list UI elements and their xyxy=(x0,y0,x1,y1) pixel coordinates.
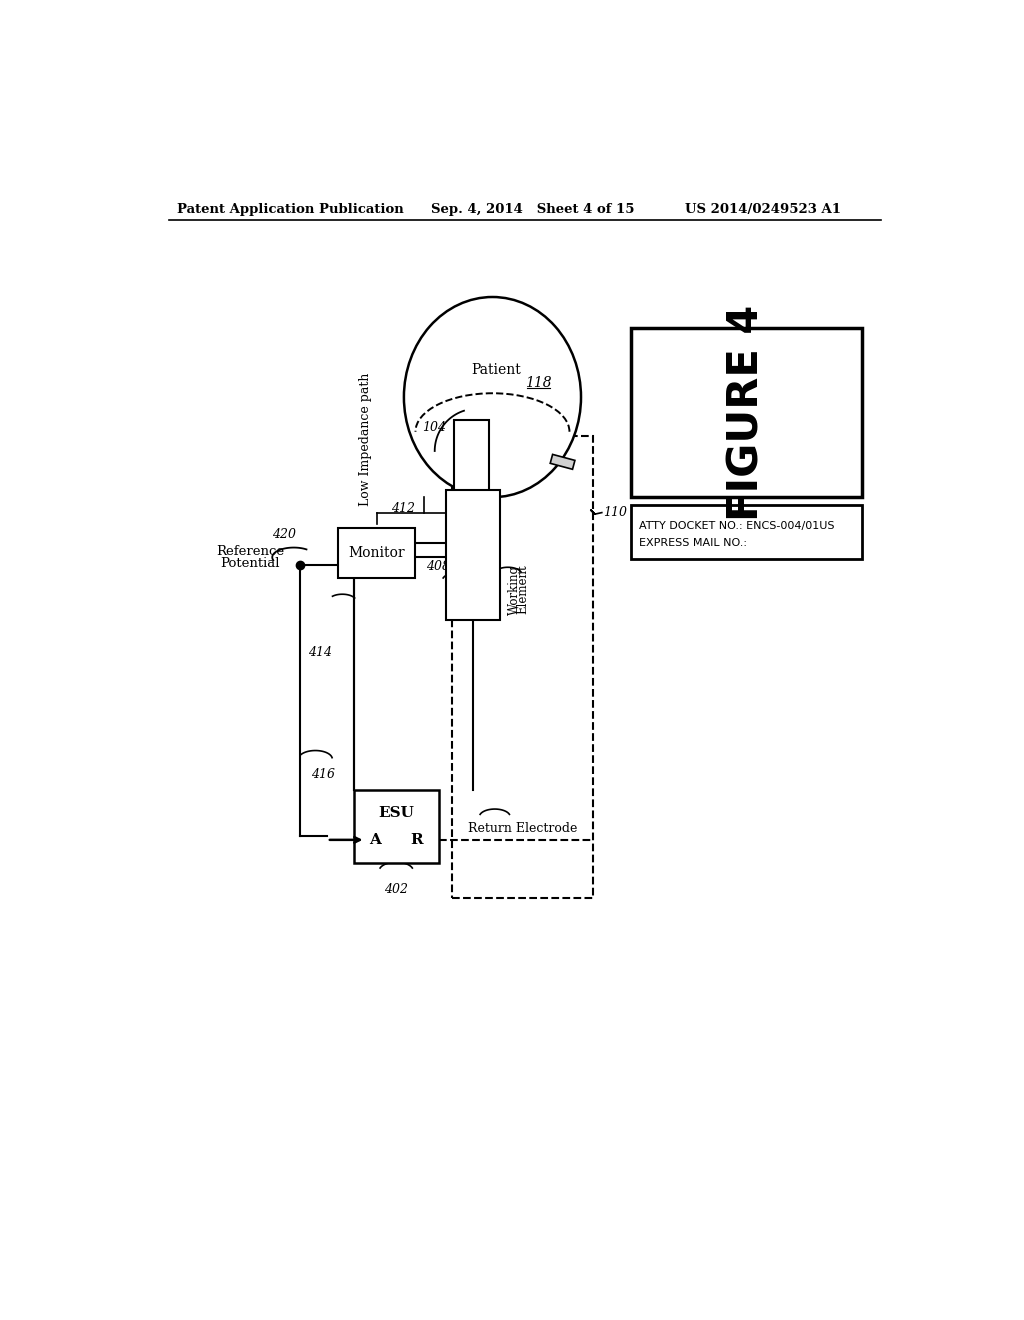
Text: 110: 110 xyxy=(603,506,628,519)
Text: 104: 104 xyxy=(422,421,446,434)
Text: FIGURE 4: FIGURE 4 xyxy=(726,305,768,520)
Text: EXPRESS MAIL NO.:: EXPRESS MAIL NO.: xyxy=(639,539,746,548)
Bar xyxy=(339,528,416,578)
Text: Sep. 4, 2014   Sheet 4 of 15: Sep. 4, 2014 Sheet 4 of 15 xyxy=(431,203,634,216)
Text: 420: 420 xyxy=(272,528,296,541)
Text: 414: 414 xyxy=(308,645,333,659)
Text: Low Impedance path: Low Impedance path xyxy=(358,372,372,506)
Bar xyxy=(453,436,593,898)
Text: Element: Element xyxy=(517,565,529,614)
Bar xyxy=(354,789,438,863)
Text: Patent Application Publication: Patent Application Publication xyxy=(177,203,403,216)
Text: 412: 412 xyxy=(391,502,415,515)
Text: Monitor: Monitor xyxy=(348,546,406,560)
Text: Working: Working xyxy=(508,565,520,615)
Bar xyxy=(631,327,862,498)
Text: Patient: Patient xyxy=(471,363,521,378)
Text: R: R xyxy=(411,833,423,847)
Text: US 2014/0249523 A1: US 2014/0249523 A1 xyxy=(685,203,841,216)
Text: 118: 118 xyxy=(525,376,552,391)
Bar xyxy=(631,506,862,558)
Text: ESU: ESU xyxy=(378,807,414,820)
Text: Potential: Potential xyxy=(220,557,280,570)
Text: 408: 408 xyxy=(426,560,451,573)
Ellipse shape xyxy=(403,297,581,498)
Text: ATTY DOCKET NO.: ENCS-004/01US: ATTY DOCKET NO.: ENCS-004/01US xyxy=(639,521,835,532)
Text: Return Electrode: Return Electrode xyxy=(468,822,578,834)
Bar xyxy=(454,420,488,498)
Text: 416: 416 xyxy=(311,768,336,781)
Bar xyxy=(446,490,500,620)
Bar xyxy=(550,454,574,470)
Text: A: A xyxy=(370,833,381,847)
Text: 402: 402 xyxy=(384,883,409,896)
Text: Reference: Reference xyxy=(216,545,284,557)
